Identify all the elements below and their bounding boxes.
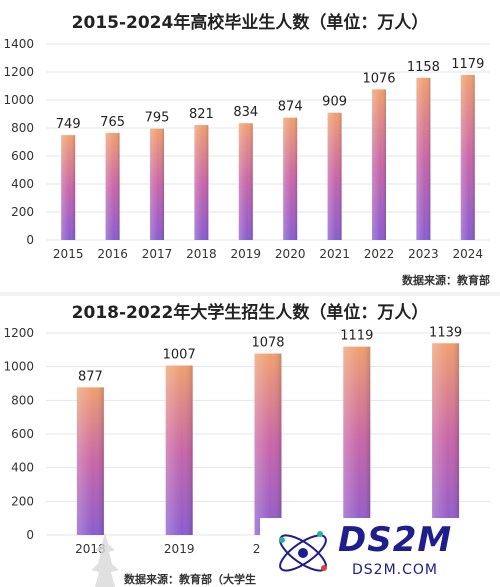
bar-chart-enrollment: 0 200 400 600 800 1000 1200 877 2018 1007 2019 1078…: [3, 325, 490, 556]
y-tick-label: 600: [11, 149, 34, 163]
y-tick-label: 400: [11, 461, 34, 475]
y-tick-label: 1000: [3, 93, 34, 107]
data-label: 874: [278, 100, 303, 115]
y-tick-label: 800: [11, 121, 34, 135]
data-label: 765: [100, 115, 125, 130]
y-tick-label: 600: [11, 427, 34, 441]
y-tick-label: 1200: [3, 65, 34, 79]
x-tick-label: 2019: [231, 247, 262, 261]
bar-shading: [432, 343, 460, 535]
data-label: 1076: [362, 71, 395, 86]
y-tick-label: 1400: [3, 37, 34, 51]
y-tick-label: 200: [11, 205, 34, 219]
data-label: 877: [78, 369, 103, 384]
data-label: 795: [145, 111, 170, 126]
data-label: 1078: [251, 336, 284, 351]
x-tick-label: 2018: [186, 247, 217, 261]
bar-shading: [460, 74, 475, 240]
atom-logo-icon: [279, 531, 327, 572]
data-label: 821: [189, 107, 214, 122]
data-label: 1139: [429, 325, 462, 340]
y-tick-label: 1000: [3, 360, 34, 374]
bar-shading: [283, 117, 298, 240]
bar-shading: [416, 77, 431, 240]
data-label: 1179: [451, 57, 484, 72]
x-tick-label: 2024: [453, 247, 484, 261]
chart-panel-enrollment: 2018-2022年大学生招生人数（单位：万人） 0 200 400 600 800 10…: [0, 296, 500, 587]
pagoda-watermark-icon: [91, 532, 119, 587]
bar-shading: [165, 365, 193, 535]
x-tick-label: 2022: [364, 247, 395, 261]
bar-shading: [105, 132, 120, 240]
bar-shading: [61, 135, 76, 240]
chart-title: 2018-2022年大学生招生人数（单位：万人）: [71, 303, 429, 323]
watermark-brand: DS2M: [338, 520, 453, 560]
bar-shading: [238, 123, 253, 240]
bar-shading: [194, 125, 209, 240]
bar-shading: [254, 353, 282, 535]
data-label: 909: [322, 95, 347, 110]
x-tick-label: 2019: [164, 542, 195, 556]
bar-shading: [327, 112, 342, 240]
x-tick-label: 2017: [142, 247, 173, 261]
data-label: 834: [233, 105, 258, 120]
y-tick-label: 0: [26, 233, 34, 247]
x-tick-label: 2020: [275, 247, 306, 261]
data-label: 749: [56, 117, 81, 132]
bar-shading: [372, 89, 386, 240]
data-label: 1119: [340, 329, 373, 344]
y-tick-label: 800: [11, 393, 34, 407]
x-tick-label: 2015: [53, 247, 84, 261]
x-tick-label: 2021: [319, 247, 350, 261]
data-label: 1007: [163, 347, 196, 362]
y-tick-label: 0: [26, 528, 34, 542]
chart-panel-graduates: 2015-2024年高校毕业生人数（单位：万人） 0 200 400 600 800 10…: [0, 0, 500, 292]
data-source-note: 数据来源：教育部（大学生: [124, 573, 256, 586]
bar-shading: [76, 387, 104, 535]
x-tick-label: 2023: [408, 247, 439, 261]
x-tick-label: 2016: [97, 247, 128, 261]
y-tick-label: 400: [11, 177, 34, 191]
data-label: 1158: [407, 60, 440, 75]
watermark-url: DS2M.COM: [352, 562, 438, 578]
chart-title: 2015-2024年高校毕业生人数（单位：万人）: [71, 13, 429, 33]
data-source-note: 数据来源：教育部: [402, 274, 490, 287]
y-tick-label: 1200: [3, 326, 34, 340]
bar-chart-graduates: 0 200 400 600 800 1000 1200 1400 749 2015 765 2016 7…: [3, 37, 490, 261]
bar-shading: [343, 346, 371, 535]
bar-shading: [150, 128, 164, 240]
x-tick-label: 2018: [75, 542, 106, 556]
y-tick-label: 200: [11, 494, 34, 508]
